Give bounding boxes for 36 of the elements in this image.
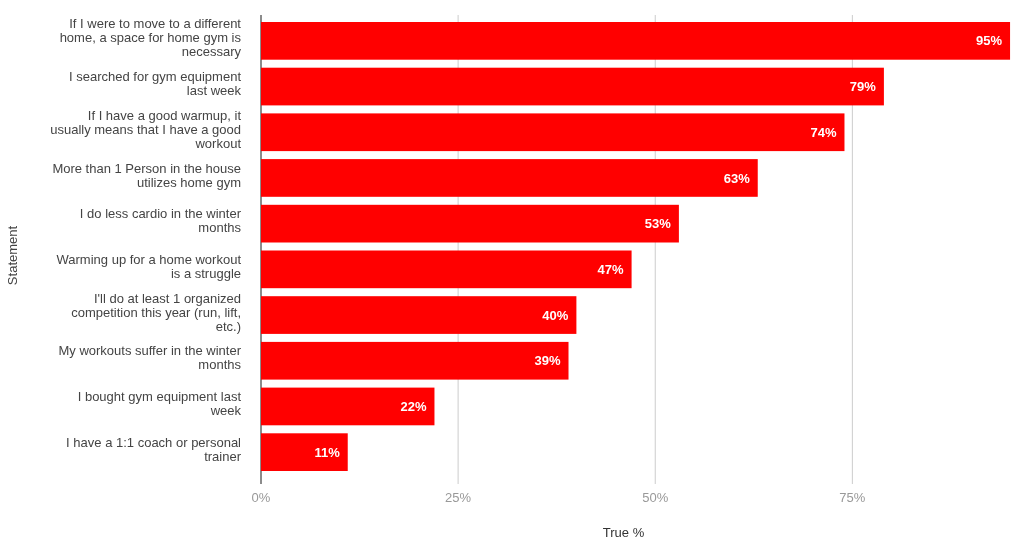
y-tick-label: I'll do at least 1 organized competition this year (run, lift, etc.) <box>71 290 241 334</box>
y-tick-label: More than 1 Person in the house utilizes home gym <box>52 160 241 190</box>
bar <box>261 296 577 334</box>
bar <box>261 159 758 197</box>
bar <box>261 433 348 471</box>
data-label: 63% <box>723 170 751 186</box>
y-tick-label: Warming up for a home workout is a struggle <box>56 251 242 281</box>
y-tick-label: I searched for gym equipment last week <box>69 69 242 99</box>
bar <box>261 387 435 426</box>
bar <box>261 113 845 152</box>
x-tick-label: 25% <box>445 489 472 505</box>
y-axis-title: Statement <box>4 225 20 286</box>
y-tick-label: My workouts suffer in the winter months <box>58 343 242 373</box>
data-label: 39% <box>534 353 561 369</box>
data-label: 11% <box>314 444 341 460</box>
x-tick-label: 0% <box>251 489 271 505</box>
y-tick-label: If I have a good warmup, it usually means that I have a good workout <box>50 107 242 151</box>
data-label: 95% <box>976 33 1003 49</box>
data-label: 53% <box>644 216 672 232</box>
x-tick-label: 75% <box>839 489 866 505</box>
y-tick-label: I do less cardio in the winter months <box>79 206 242 236</box>
x-axis-title: True % <box>602 524 645 540</box>
data-label: 22% <box>400 399 427 414</box>
bar <box>261 67 884 106</box>
bar <box>261 22 1011 60</box>
data-label: 47% <box>597 261 625 277</box>
y-tick-label: I bought gym equipment last week <box>77 389 242 418</box>
x-tick-label: 50% <box>642 489 669 505</box>
data-label: 79% <box>849 79 877 95</box>
data-label: 40% <box>542 307 569 323</box>
y-tick-label: I have a 1:1 coach or personal trainer <box>66 434 242 464</box>
y-tick-label: If I were to move to a different home, a space for home gym is necessary <box>59 16 242 60</box>
bar <box>261 341 569 380</box>
bar <box>261 250 632 289</box>
bar <box>261 204 679 243</box>
data-label: 74% <box>810 124 837 140</box>
